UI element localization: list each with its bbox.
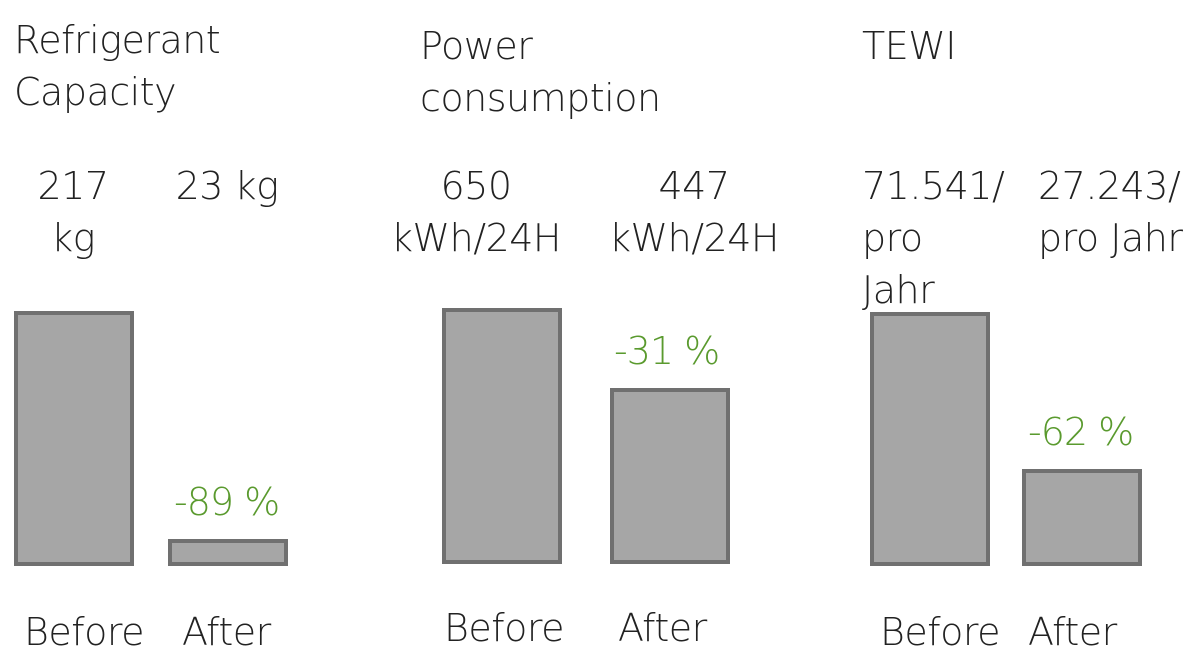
chart-title: Power consumption: [420, 24, 661, 120]
bar-before: [870, 312, 990, 566]
bar-after: [1022, 469, 1142, 566]
bar-after: [610, 388, 730, 564]
change-label: -31 %: [614, 329, 720, 373]
chart-title: Refrigerant Capacity: [14, 18, 221, 114]
value-label-before: 71.541/ pro Jahr: [862, 164, 1005, 312]
value-label-before: 217 kg: [37, 164, 109, 260]
bar-after: [168, 539, 288, 566]
value-label-after: 27.243/ pro Jahr: [1038, 164, 1183, 260]
value-label-after: 447 kWh/24H: [609, 164, 779, 260]
bar-before: [442, 308, 562, 564]
value-label-after: 23 kg: [175, 164, 279, 208]
chart-title: TEWI: [862, 24, 957, 68]
bar-before: [14, 311, 134, 566]
change-label: -89 %: [174, 480, 280, 524]
value-label-before: 650 kWh/24H: [391, 164, 561, 260]
category-label-after: After: [618, 606, 707, 650]
category-label-before: Before: [24, 610, 145, 654]
category-label-before: Before: [880, 610, 1001, 654]
chart-panel-tewi: TEWI 71.541/ pro Jahr 27.243/ pro Jahr -…: [862, 0, 1192, 668]
chart-panel-refrigerant: Refrigerant Capacity 217 kg 23 kg -89 % …: [14, 0, 314, 668]
category-label-after: After: [1028, 610, 1117, 654]
category-label-after: After: [182, 610, 271, 654]
change-label: -62 %: [1028, 410, 1134, 454]
chart-panel-power: Power consumption 650 kWh/24H 447 kWh/24…: [386, 0, 806, 668]
category-label-before: Before: [444, 606, 565, 650]
